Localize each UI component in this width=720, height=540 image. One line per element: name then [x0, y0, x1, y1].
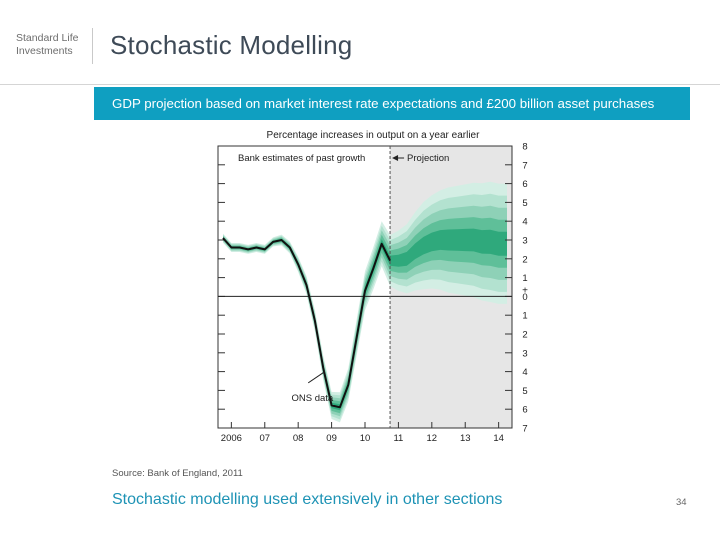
fan-band-5: [223, 228, 507, 411]
y-tick-label: 4: [522, 217, 527, 228]
y-tick-label: 5: [522, 198, 527, 209]
x-tick-label: 10: [360, 433, 371, 444]
y-tick-label: 6: [522, 405, 527, 416]
y-tick-label: 3: [522, 236, 527, 247]
x-tick-label: 11: [393, 433, 403, 444]
source-note: Source: Bank of England, 2011: [112, 468, 243, 479]
y-tick-label: 3: [522, 348, 527, 359]
annotation-projection: Projection: [407, 153, 449, 164]
y-tick-label: 5: [522, 386, 527, 397]
y-tick-label: 6: [522, 179, 527, 190]
x-tick-label: 07: [259, 433, 270, 444]
ons-data-line: [222, 237, 391, 409]
x-tick-label: 09: [326, 433, 337, 444]
y-tick-label: 7: [522, 160, 527, 171]
header-rule: [0, 84, 720, 85]
company-logo: Standard Life Investments: [16, 32, 94, 58]
x-tick-label: 13: [460, 433, 471, 444]
subtitle-text: Stochastic modelling used extensively in…: [112, 491, 503, 508]
slide-title: Stochastic Modelling: [110, 30, 353, 60]
projection-arrow-head: [392, 155, 399, 161]
ons-arrow-shaft: [307, 371, 326, 384]
annotation-ons-data: ONS data: [292, 393, 334, 404]
logo-line-2: Investments: [16, 45, 73, 57]
page-number: 34: [676, 497, 687, 508]
annotation-bank-estimates: Bank estimates of past growth: [238, 153, 365, 164]
y-tick-label: 2: [522, 254, 527, 265]
y-tick-label: 4: [522, 367, 527, 378]
header-divider: [92, 28, 93, 64]
y-tick-label: 8: [522, 142, 527, 153]
y-tick-label: 7: [522, 424, 527, 435]
y-tick-label: 2: [522, 330, 527, 341]
chart-banner: GDP projection based on market interest …: [94, 87, 690, 120]
x-tick-label: 08: [293, 433, 304, 444]
y-tick-label: 1: [522, 311, 527, 322]
y-tick-label: 1: [522, 273, 527, 284]
chart-title: Percentage increases in output on a year…: [267, 130, 481, 141]
logo-line-1: Standard Life: [16, 32, 79, 44]
x-tick-label: 2006: [221, 433, 242, 444]
positive-sign-marker: +: [522, 285, 528, 296]
x-tick-label: 14: [493, 433, 504, 444]
y-tick-label: 0: [522, 292, 527, 303]
x-tick-label: 12: [427, 433, 438, 444]
